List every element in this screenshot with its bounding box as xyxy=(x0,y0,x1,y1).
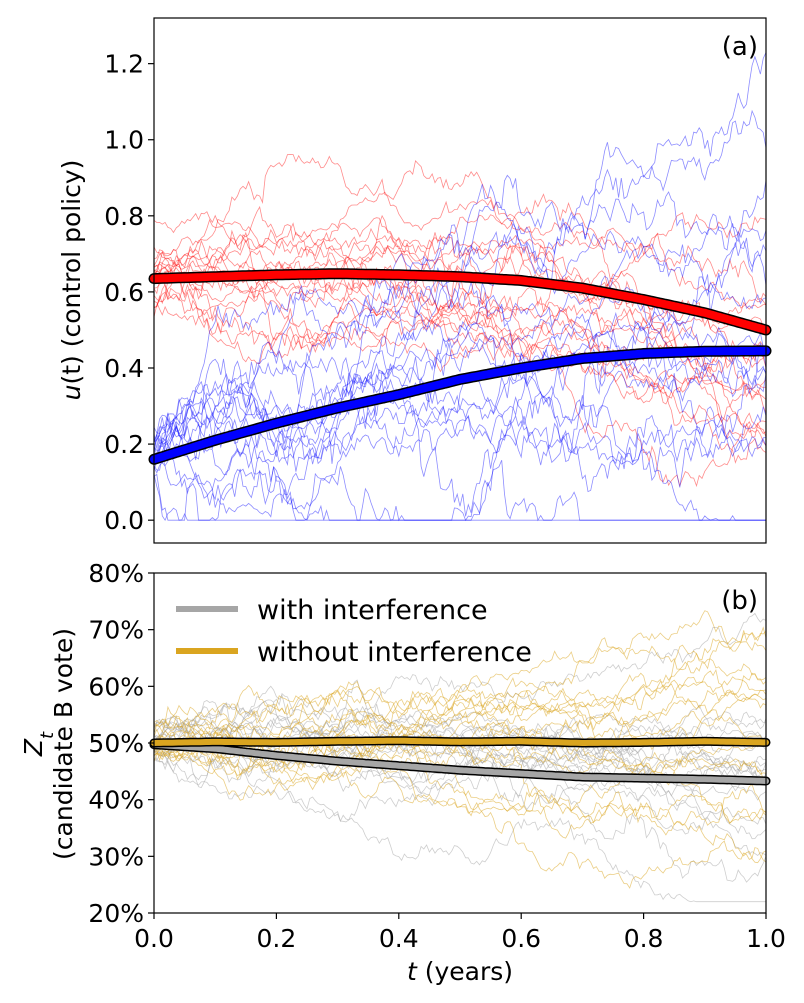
sample-paths-a xyxy=(153,52,767,522)
sample-path xyxy=(153,252,767,440)
x-tick-label: 1.0 xyxy=(746,924,786,953)
y-tick-label: 0.8 xyxy=(104,202,144,231)
sample-path xyxy=(153,380,766,521)
sample-path xyxy=(153,217,767,309)
y-axis-label-b: Zt xyxy=(19,731,58,757)
sample-path xyxy=(153,311,767,491)
sample-path xyxy=(153,742,766,780)
sample-path xyxy=(154,697,767,777)
sample-path xyxy=(153,734,767,889)
sample-path xyxy=(153,286,767,395)
sample-path xyxy=(153,268,767,424)
y-tick-label: 70% xyxy=(88,616,144,645)
sample-path xyxy=(153,243,767,460)
sample-path xyxy=(153,251,767,488)
sample-path xyxy=(153,332,767,453)
sample-path xyxy=(153,689,767,768)
sample-path xyxy=(153,214,767,399)
sample-path xyxy=(153,201,767,444)
sample-path xyxy=(153,719,767,784)
mean-curve xyxy=(151,741,769,784)
sample-path xyxy=(153,750,767,824)
sample-path xyxy=(153,191,767,253)
sample-path xyxy=(153,668,767,742)
y-tick-label: 30% xyxy=(88,842,144,871)
x-tick-label: 0.4 xyxy=(379,924,419,953)
legend: with interference without interference xyxy=(176,595,532,668)
sample-path xyxy=(153,205,767,374)
y-tick-label: 60% xyxy=(88,672,144,701)
y-tick-label: 1.0 xyxy=(104,126,144,155)
x-tick-label: 0.8 xyxy=(624,924,664,953)
sample-path xyxy=(153,277,767,493)
sample-path xyxy=(153,727,767,795)
sample-path xyxy=(153,710,767,825)
sample-path xyxy=(153,357,767,518)
y-axis-label-a: u(t) (control policy) xyxy=(57,160,86,401)
sample-path xyxy=(153,286,767,465)
x-axis-label: t (years) xyxy=(407,957,513,986)
sample-path xyxy=(153,342,767,522)
sample-path xyxy=(153,758,766,903)
sample-path xyxy=(153,218,767,326)
sample-path xyxy=(153,153,767,438)
sample-path xyxy=(153,684,767,826)
panel-label-a: (a) xyxy=(722,32,758,62)
mean-curves-b xyxy=(149,736,771,786)
plot-frame-a xyxy=(153,17,767,544)
y-tick-label: 0.4 xyxy=(104,354,144,383)
sample-path xyxy=(153,460,766,522)
sample-path xyxy=(153,278,767,464)
ticks-a: 0.0 0.2 0.4 0.6 0.8 1.0 1.2 xyxy=(104,50,154,535)
x-tick-label: 0.0 xyxy=(134,924,174,953)
sample-path xyxy=(153,396,766,521)
mean-curve xyxy=(150,346,770,464)
y-tick-label: 50% xyxy=(88,729,144,758)
y-tick-label: 40% xyxy=(88,786,144,815)
legend-label-with: with interference xyxy=(257,595,488,626)
sample-path xyxy=(153,109,767,443)
x-tick-label: 0.6 xyxy=(501,924,541,953)
mean-curve xyxy=(151,737,769,746)
sample-path xyxy=(153,320,767,517)
legend-label-without: without interference xyxy=(257,637,532,668)
panel-label-b: (b) xyxy=(721,586,758,616)
sample-path xyxy=(153,228,767,458)
sample-path xyxy=(153,180,767,456)
sample-path xyxy=(153,52,767,506)
sample-path xyxy=(153,247,767,361)
sample-path xyxy=(153,610,767,753)
y-tick-label: 20% xyxy=(88,899,144,928)
y-tick-label: 0.0 xyxy=(104,506,144,535)
x-tick-label: 0.2 xyxy=(257,924,297,953)
sample-path xyxy=(153,240,767,435)
ticks-b: 20% 30% 40% 50% 60% 70% 80% 0.0 0.2 0.4 0.6 0.8 1.0 xyxy=(88,559,785,953)
mean-curve xyxy=(150,269,770,334)
sample-path xyxy=(153,389,767,495)
sample-path xyxy=(153,240,767,472)
sample-path xyxy=(153,287,767,399)
sample-path xyxy=(153,612,767,746)
y-axis-label-b-line2: (candidate B vote) xyxy=(49,628,78,860)
y-tick-label: 0.6 xyxy=(104,278,144,307)
y-tick-label: 80% xyxy=(88,559,144,588)
plot-frame-b xyxy=(153,572,767,914)
y-tick-label: 0.2 xyxy=(104,430,144,459)
mean-curves-a xyxy=(148,268,772,465)
y-tick-label: 1.2 xyxy=(104,50,144,79)
